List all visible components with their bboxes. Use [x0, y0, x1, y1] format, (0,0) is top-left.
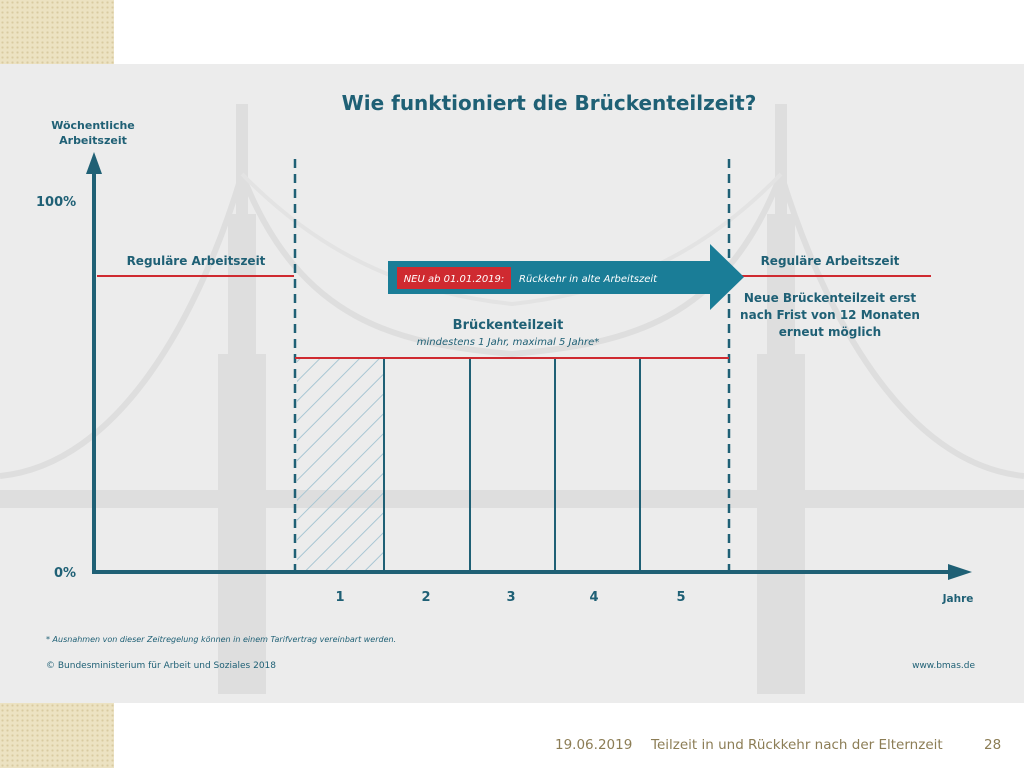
- year-separators: [383, 358, 641, 572]
- y-axis-arrowhead: [86, 152, 102, 174]
- bridge-title: Brückenteilzeit: [453, 318, 564, 333]
- footnote: * Ausnahmen von dieser Zeitregelung könn…: [46, 635, 396, 644]
- x-tick-5: 5: [676, 590, 685, 605]
- regular-hours-label-right: Reguläre Arbeitszeit: [761, 254, 900, 268]
- bridge-silhouette: [0, 104, 1024, 694]
- footer-title: Teilzeit in und Rückkehr nach der Eltern…: [651, 737, 943, 753]
- footer-date: 19.06.2019: [555, 737, 633, 753]
- return-arrow: NEU ab 01.01.2019: Rückkehr in alte Arbe…: [388, 244, 744, 310]
- x-axis-arrowhead: [948, 564, 972, 580]
- decorative-corner-top: [0, 0, 134, 124]
- x-tick-1: 1: [335, 590, 344, 605]
- diagram-panel: Wie funktioniert die Brückenteilzeit? Wö…: [0, 64, 1024, 703]
- y-tick-0: 0%: [54, 566, 76, 581]
- x-tick-3: 3: [506, 590, 515, 605]
- hatched-first-year: [297, 358, 384, 572]
- y-axis-label-line2: Arbeitszeit: [59, 134, 127, 147]
- new-badge: [397, 267, 511, 289]
- regular-hours-label-left: Reguläre Arbeitszeit: [127, 254, 266, 268]
- copyright: © Bundesministerium für Arbeit und Sozia…: [46, 661, 276, 671]
- decorative-corner-bottom: [0, 703, 114, 768]
- bridge-subtitle: mindestens 1 Jahr, maximal 5 Jahre*: [417, 337, 600, 348]
- y-axis-label-line1: Wöchentliche: [51, 119, 135, 132]
- x-axis-label: Jahre: [942, 593, 974, 605]
- x-tick-4: 4: [589, 590, 598, 605]
- x-tick-2: 2: [421, 590, 430, 605]
- right-note-line2: nach Frist von 12 Monaten: [740, 308, 920, 322]
- y-tick-100: 100%: [36, 195, 76, 210]
- diagram-title: Wie funktioniert die Brückenteilzeit?: [342, 91, 757, 115]
- website: www.bmas.de: [912, 661, 975, 671]
- new-badge-text: NEU ab 01.01.2019:: [404, 274, 505, 285]
- arrow-text: Rückkehr in alte Arbeitszeit: [519, 274, 658, 285]
- right-note-line3: erneut möglich: [779, 325, 881, 339]
- page-number: 28: [984, 737, 1002, 753]
- bridge-part-time-diagram: Wie funktioniert die Brückenteilzeit? Wö…: [0, 91, 1024, 694]
- right-note-line1: Neue Brückenteilzeit erst: [744, 291, 917, 305]
